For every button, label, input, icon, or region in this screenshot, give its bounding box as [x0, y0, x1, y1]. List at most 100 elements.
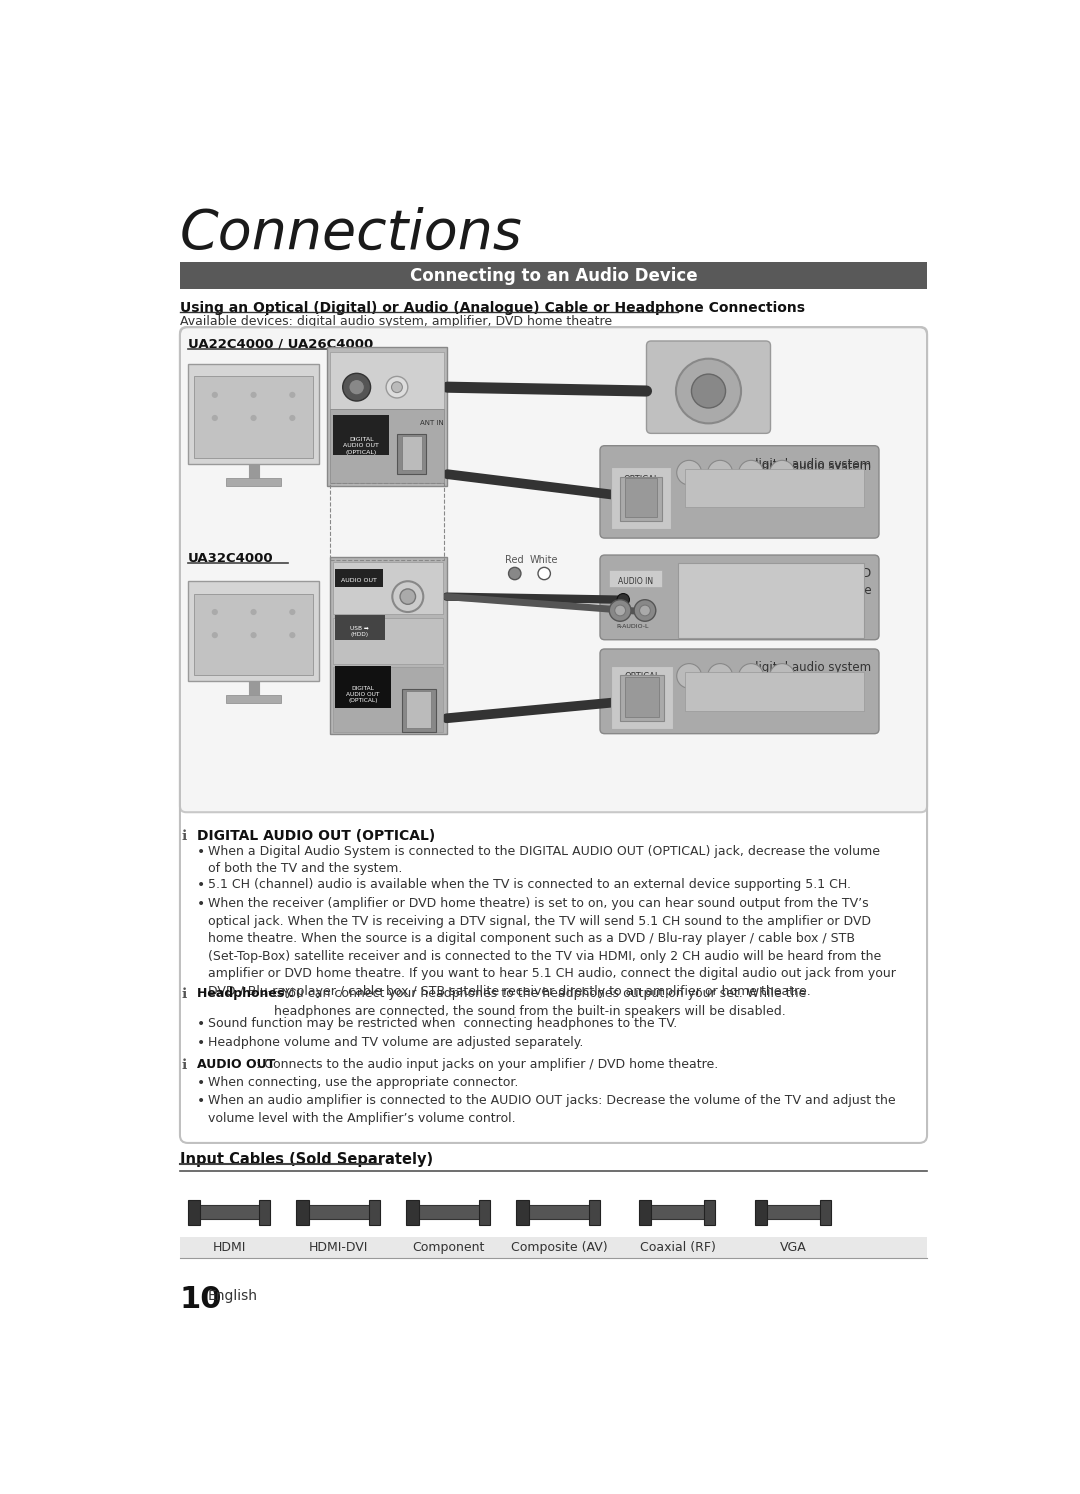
Bar [762, 1206, 825, 1219]
Circle shape [642, 607, 654, 619]
Text: When the receiver (amplifier or DVD home theatre) is set to on, you can hear sou: When the receiver (amplifier or DVD home… [207, 898, 895, 998]
Circle shape [212, 632, 218, 638]
Text: AUDIO OUT: AUDIO OUT [197, 1058, 275, 1071]
FancyBboxPatch shape [600, 556, 879, 639]
Circle shape [677, 663, 702, 689]
Circle shape [617, 593, 630, 607]
Circle shape [609, 599, 631, 622]
Text: Composite (AV): Composite (AV) [511, 1242, 607, 1253]
Bar [625, 478, 658, 517]
Text: digital audio system: digital audio system [751, 662, 872, 674]
Circle shape [677, 460, 702, 486]
Text: VGA: VGA [781, 1242, 807, 1253]
Text: Sound function may be restricted when  connecting headphones to the TV.: Sound function may be restricted when co… [207, 1017, 677, 1031]
Text: Component: Component [413, 1242, 485, 1253]
Circle shape [212, 610, 218, 616]
Text: 5.1 CH (channel) audio is available when the TV is connected to an external devi: 5.1 CH (channel) audio is available when… [207, 877, 851, 890]
Bar [296, 1200, 309, 1225]
Text: USB ➡
(HDD): USB ➡ (HDD) [350, 626, 369, 636]
Text: •: • [197, 877, 205, 892]
Bar [647, 1206, 708, 1219]
Circle shape [289, 610, 296, 616]
Circle shape [645, 492, 661, 508]
Text: DIGITAL
AUDIO OUT
(OPTICAL): DIGITAL AUDIO OUT (OPTICAL) [347, 686, 379, 704]
Bar [334, 415, 389, 456]
Text: digital audio system: digital audio system [751, 460, 872, 472]
Circle shape [707, 460, 732, 486]
Text: ANT IN: ANT IN [420, 420, 444, 426]
Text: UA22C4000 / UA26C4000: UA22C4000 / UA26C4000 [188, 338, 373, 351]
Circle shape [400, 589, 416, 604]
Circle shape [251, 610, 257, 616]
Circle shape [770, 460, 795, 486]
FancyBboxPatch shape [600, 445, 879, 538]
Bar [402, 689, 435, 732]
Bar [516, 1200, 529, 1225]
Text: DIGITAL
AUDIO OUT
(OPTICAL): DIGITAL AUDIO OUT (OPTICAL) [343, 438, 379, 454]
Text: English: English [207, 1289, 258, 1303]
Circle shape [289, 391, 296, 397]
Bar [330, 351, 444, 409]
Bar [524, 1206, 594, 1219]
Text: : You can connect your headphones to the headphones output on your set. While th: : You can connect your headphones to the… [274, 988, 807, 1017]
Circle shape [251, 632, 257, 638]
Circle shape [392, 382, 403, 393]
Circle shape [538, 568, 551, 580]
Text: OPTICAL: OPTICAL [623, 475, 659, 484]
Text: •: • [197, 898, 205, 911]
Circle shape [691, 374, 726, 408]
Text: •: • [197, 844, 205, 859]
Circle shape [392, 581, 423, 613]
Bar [330, 409, 444, 483]
Bar [755, 1200, 768, 1225]
Bar [406, 1200, 419, 1225]
Bar [259, 1200, 270, 1225]
Bar [397, 435, 427, 474]
Circle shape [634, 692, 649, 708]
Bar [335, 616, 386, 639]
Bar [335, 569, 383, 587]
Bar [414, 1206, 484, 1219]
Bar [611, 666, 673, 729]
Text: AUDIO IN: AUDIO IN [618, 577, 653, 586]
Text: 10: 10 [180, 1285, 222, 1313]
Bar [227, 695, 281, 702]
Circle shape [289, 632, 296, 638]
FancyBboxPatch shape [180, 327, 927, 813]
Text: When a Digital Audio System is connected to the DIGITAL AUDIO OUT (OPTICAL) jack: When a Digital Audio System is connected… [207, 844, 880, 875]
Text: Headphones ♪: Headphones ♪ [197, 988, 297, 1001]
Text: Using an Optical (Digital) or Audio (Analogue) Cable or Headphone Connections: Using an Optical (Digital) or Audio (Ana… [180, 300, 805, 315]
Bar [620, 675, 663, 722]
Text: R-AUDIO-L: R-AUDIO-L [617, 624, 649, 629]
Bar [194, 376, 313, 459]
Text: UA32C4000: UA32C4000 [188, 551, 273, 565]
Circle shape [212, 391, 218, 397]
Bar [334, 668, 444, 732]
Circle shape [770, 663, 795, 689]
Circle shape [251, 415, 257, 421]
FancyBboxPatch shape [647, 341, 770, 433]
Text: ℹ: ℹ [181, 1058, 187, 1073]
Text: •: • [197, 1017, 205, 1031]
Text: When an audio amplifier is connected to the AUDIO OUT jacks: Decrease the volume: When an audio amplifier is connected to … [207, 1095, 895, 1125]
Text: When connecting, use the appropriate connector.: When connecting, use the appropriate con… [207, 1076, 518, 1089]
Bar [685, 469, 864, 508]
Bar [402, 436, 422, 471]
Circle shape [342, 374, 370, 400]
Circle shape [251, 391, 257, 397]
Text: Coaxial (RF): Coaxial (RF) [639, 1242, 715, 1253]
Bar [820, 1200, 831, 1225]
Circle shape [634, 599, 656, 622]
Text: Input Cables (Sold Separately): Input Cables (Sold Separately) [180, 1152, 433, 1167]
Bar [480, 1200, 490, 1225]
Text: : Connects to the audio input jacks on your amplifier / DVD home theatre.: : Connects to the audio input jacks on y… [256, 1058, 718, 1071]
Bar [180, 263, 927, 288]
Text: White: White [530, 556, 558, 565]
Text: AUDIO OUT: AUDIO OUT [341, 578, 377, 583]
Text: ℹ: ℹ [181, 829, 187, 843]
Bar [334, 562, 444, 614]
Bar [330, 557, 446, 734]
Text: Connections: Connections [180, 208, 523, 260]
Bar [188, 365, 320, 465]
Circle shape [739, 460, 764, 486]
